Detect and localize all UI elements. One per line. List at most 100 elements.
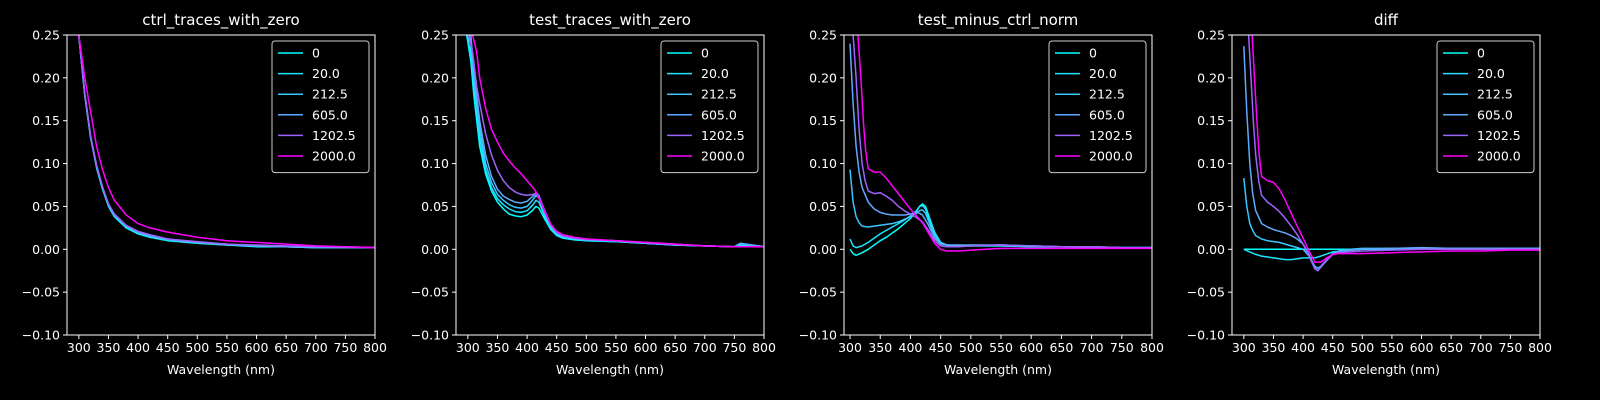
x-tick-label: 700 bbox=[304, 340, 328, 355]
legend-entry: 212.5 bbox=[312, 87, 348, 102]
y-tick-label: 0.10 bbox=[421, 156, 449, 171]
legend: 0 20.0 212.5 605.0 1202.5 2000.0 bbox=[271, 40, 370, 174]
y-tick-label: 0.05 bbox=[809, 199, 837, 214]
y-tick-label: 0.20 bbox=[1197, 70, 1225, 85]
legend-entry: 1202.5 bbox=[312, 128, 356, 143]
legend-entry: 2000.0 bbox=[1089, 149, 1133, 164]
y-tick-label: 0.10 bbox=[32, 156, 60, 171]
series-line-20.0 bbox=[849, 204, 1152, 249]
x-tick-label: 650 bbox=[1049, 340, 1073, 355]
x-tick-label: 400 bbox=[899, 340, 923, 355]
x-tick-label: 300 bbox=[838, 340, 862, 355]
y-tick-label: 0.20 bbox=[32, 70, 60, 85]
x-tick-label: 550 bbox=[215, 340, 239, 355]
y-tick-label: 0.05 bbox=[32, 199, 60, 214]
series-line-2000.0 bbox=[78, 35, 375, 249]
x-tick-label: 800 bbox=[363, 340, 387, 355]
axes-frame bbox=[1231, 34, 1541, 336]
chart-title: diff bbox=[1374, 11, 1399, 29]
legend-entry: 2000.0 bbox=[1477, 149, 1521, 164]
chart-panel-2: 300 350 400 450 500 550 600 650 700 750 800 −0.10 −0… bbox=[411, 11, 776, 377]
legend-entry: 1202.5 bbox=[1477, 128, 1521, 143]
series-line-2000.0 bbox=[857, 35, 1152, 252]
chart-panel-1: 300 350 400 450 500 550 600 650 700 750 800 −0.10 −0… bbox=[22, 11, 387, 377]
y-tick-label: −0.05 bbox=[799, 285, 837, 300]
x-tick-label: 300 bbox=[67, 340, 91, 355]
x-tick-label: 400 bbox=[515, 340, 539, 355]
series-line-2000.0 bbox=[471, 35, 764, 248]
x-tick-label: 750 bbox=[722, 340, 746, 355]
legend-entry: 2000.0 bbox=[312, 149, 356, 164]
series-line-1202.5 bbox=[852, 35, 1152, 249]
legend-entry: 2000.0 bbox=[701, 149, 745, 164]
legend-entry: 0 bbox=[1477, 46, 1485, 61]
y-tick-label: 0.10 bbox=[1197, 156, 1225, 171]
axes-frame bbox=[843, 34, 1153, 336]
axes-frame bbox=[455, 34, 765, 336]
legend-entry: 212.5 bbox=[1477, 87, 1513, 102]
x-tick-label: 800 bbox=[1528, 340, 1552, 355]
y-tick-label: −0.10 bbox=[411, 328, 449, 343]
chart-title: test_minus_ctrl_norm bbox=[918, 11, 1079, 30]
legend-entry: 1202.5 bbox=[1089, 128, 1133, 143]
y-tick-label: 0.05 bbox=[421, 199, 449, 214]
y-tick-label: 0.00 bbox=[421, 242, 449, 257]
x-axis-label: Wavelength (nm) bbox=[556, 362, 664, 377]
x-tick-label: 450 bbox=[1321, 340, 1345, 355]
x-axis-label: Wavelength (nm) bbox=[167, 362, 275, 377]
series-line-1202.5 bbox=[78, 35, 375, 249]
x-tick-label: 600 bbox=[1410, 340, 1434, 355]
legend-entry: 0 bbox=[312, 46, 320, 61]
x-tick-label: 350 bbox=[486, 340, 510, 355]
x-tick-label: 600 bbox=[245, 340, 269, 355]
x-tick-label: 650 bbox=[1439, 340, 1463, 355]
y-tick-label: −0.10 bbox=[1187, 328, 1225, 343]
legend-entry: 0 bbox=[701, 46, 709, 61]
x-tick-label: 500 bbox=[959, 340, 983, 355]
y-tick-label: 0.00 bbox=[32, 242, 60, 257]
legend: 0 20.0 212.5 605.0 1202.5 2000.0 bbox=[1436, 40, 1535, 174]
legend: 0 20.0 212.5 605.0 1202.5 2000.0 bbox=[1048, 40, 1147, 174]
x-tick-label: 400 bbox=[1291, 340, 1315, 355]
x-tick-label: 500 bbox=[1350, 340, 1374, 355]
legend-entry: 20.0 bbox=[701, 66, 729, 81]
x-tick-label: 800 bbox=[752, 340, 776, 355]
y-tick-label: −0.05 bbox=[22, 285, 60, 300]
y-tick-label: 0.15 bbox=[32, 113, 60, 128]
y-tick-label: −0.10 bbox=[22, 328, 60, 343]
legend-entry: 212.5 bbox=[701, 87, 737, 102]
x-tick-label: 500 bbox=[574, 340, 598, 355]
y-tick-label: 0.25 bbox=[421, 28, 449, 43]
y-tick-label: 0.10 bbox=[809, 156, 837, 171]
x-tick-label: 800 bbox=[1140, 340, 1164, 355]
x-tick-label: 550 bbox=[1380, 340, 1404, 355]
series-line-1202.5 bbox=[1247, 35, 1540, 272]
legend-entry: 605.0 bbox=[1477, 107, 1513, 122]
x-tick-label: 350 bbox=[1262, 340, 1286, 355]
y-tick-label: 0.00 bbox=[1197, 242, 1225, 257]
x-tick-label: 300 bbox=[1232, 340, 1256, 355]
legend-entry: 605.0 bbox=[701, 107, 737, 122]
y-tick-label: 0.15 bbox=[1197, 113, 1225, 128]
x-tick-label: 750 bbox=[1498, 340, 1522, 355]
axes-frame bbox=[66, 34, 376, 336]
y-tick-label: 0.15 bbox=[421, 113, 449, 128]
plot-area bbox=[465, 35, 764, 248]
x-tick-label: 450 bbox=[545, 340, 569, 355]
y-tick-label: −0.05 bbox=[1187, 285, 1225, 300]
plot-area bbox=[1243, 35, 1540, 272]
legend-entry: 212.5 bbox=[1089, 87, 1125, 102]
x-tick-label: 750 bbox=[333, 340, 357, 355]
chart-panel-3: 300 350 400 450 500 550 600 650 700 750 800 −0.10 −0… bbox=[799, 11, 1164, 377]
y-tick-label: 0.05 bbox=[1197, 199, 1225, 214]
x-tick-label: 750 bbox=[1110, 340, 1134, 355]
chart-title: ctrl_traces_with_zero bbox=[142, 11, 299, 30]
y-tick-label: −0.05 bbox=[411, 285, 449, 300]
legend-entry: 605.0 bbox=[312, 107, 348, 122]
legend-entry: 20.0 bbox=[312, 66, 340, 81]
y-tick-label: 0.25 bbox=[32, 28, 60, 43]
legend-entry: 20.0 bbox=[1089, 66, 1117, 81]
series-line-2000.0 bbox=[1251, 35, 1540, 263]
